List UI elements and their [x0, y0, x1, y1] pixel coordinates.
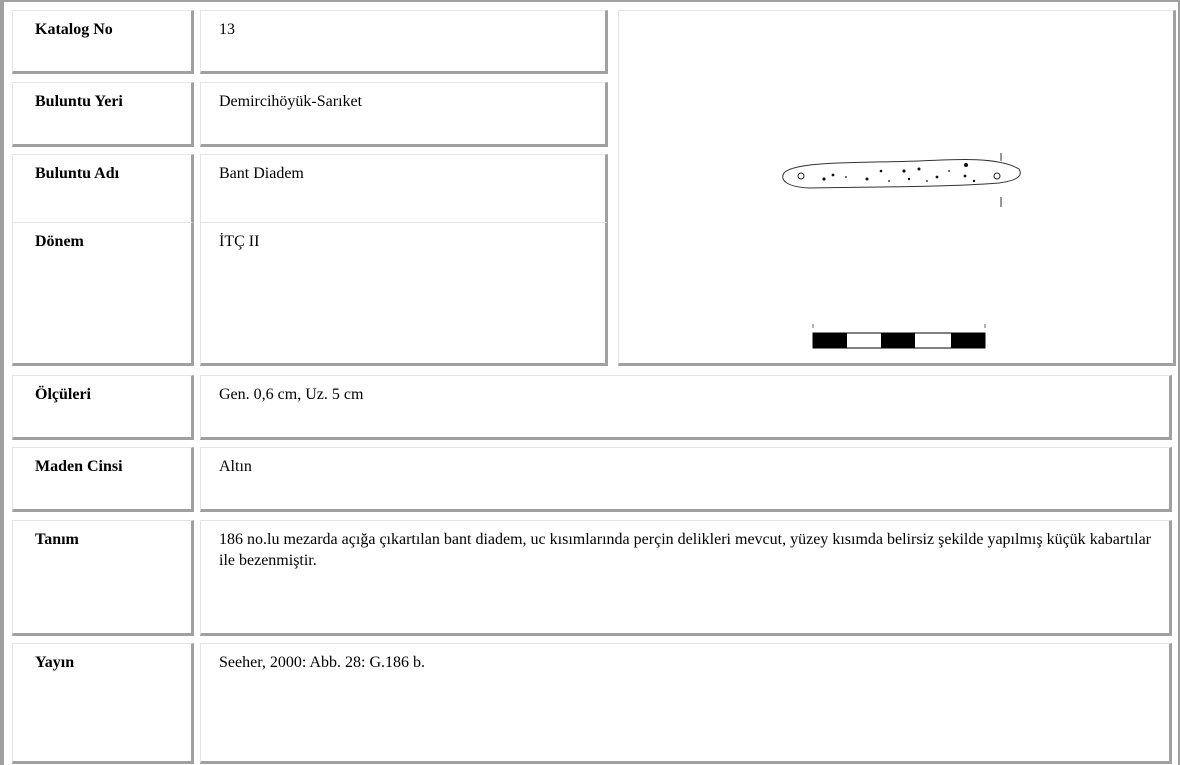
row-value: İTÇ II [200, 222, 608, 366]
row-label: Buluntu Yeri [12, 82, 194, 147]
diadem-drawing [782, 153, 1021, 349]
row-label: Tanım [12, 520, 194, 636]
row-value: Altın [200, 447, 1172, 512]
row-label: Ölçüleri [12, 375, 194, 440]
row-label: Katalog No [12, 10, 194, 74]
row-label: Maden Cinsi [12, 447, 194, 512]
row-value: Gen. 0,6 cm, Uz. 5 cm [200, 375, 1172, 440]
row-value: 13 [200, 10, 608, 74]
image-cell [618, 10, 1176, 366]
row-label: Dönem [12, 222, 194, 366]
row-value: Demircihöyük-Sarıket [200, 82, 608, 147]
row-value: 186 no.lu mezarda açığa çıkartılan bant … [200, 520, 1172, 636]
row-label: Yayın [12, 643, 194, 764]
row-value: Seeher, 2000: Abb. 28: G.186 b. [200, 643, 1172, 764]
